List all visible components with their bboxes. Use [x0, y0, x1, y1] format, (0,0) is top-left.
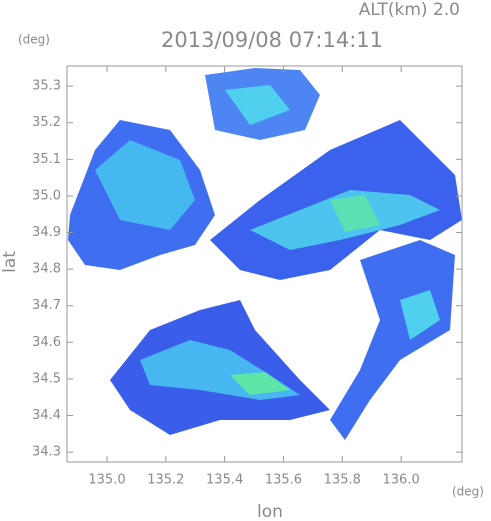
x-tick-label: 135.0: [88, 473, 125, 488]
y-tick-label: 34.9: [32, 225, 61, 240]
plot-frame: [66, 65, 463, 463]
y-tick-label: 35.2: [32, 115, 61, 130]
x-axis-label: lon: [257, 502, 283, 521]
x-tick-label: 135.2: [147, 473, 184, 488]
radar-echo: [68, 68, 462, 440]
y-tick-label: 34.6: [32, 335, 61, 350]
y-tick-label: 35.1: [32, 152, 61, 167]
y-tick-label: 34.5: [32, 371, 61, 386]
y-axis-label: lat: [0, 251, 20, 273]
chart-title: 2013/09/08 07:14:11: [161, 28, 383, 52]
x-tick-label: 135.6: [265, 473, 302, 488]
y-tick-label: 34.8: [32, 262, 61, 277]
y-tick-label: 35.3: [32, 79, 61, 94]
x-tick-label: 135.8: [324, 473, 361, 488]
x-tick-label: 135.4: [206, 473, 243, 488]
x-tick-label: 136.0: [383, 473, 420, 488]
x-unit: (deg): [452, 485, 484, 499]
altitude-label: ALT(km) 2.0: [359, 0, 460, 20]
y-tick-label: 35.0: [32, 188, 61, 203]
y-unit: (deg): [18, 33, 50, 47]
y-tick-label: 34.4: [32, 408, 61, 423]
y-tick-label: 34.3: [32, 445, 61, 460]
y-tick-label: 34.7: [32, 298, 61, 313]
